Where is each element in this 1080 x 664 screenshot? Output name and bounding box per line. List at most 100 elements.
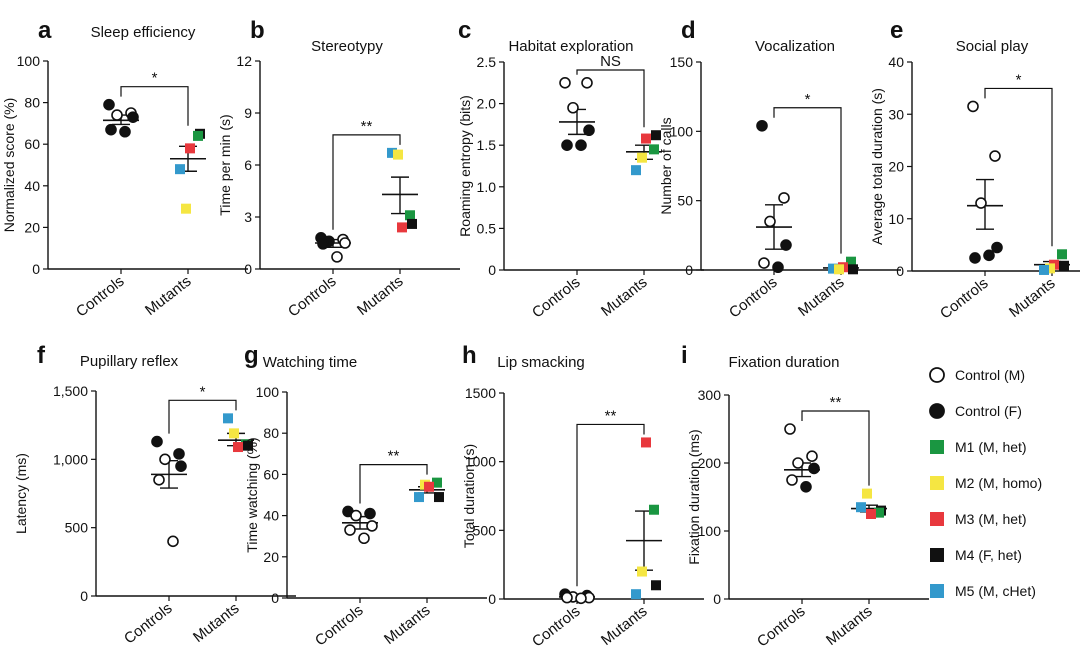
control-male-point (975, 197, 987, 209)
legend-marker (929, 367, 945, 383)
y-tick-label: 80 (24, 95, 40, 111)
panel-letter: g (244, 342, 259, 369)
mutant-m1-point (846, 256, 856, 267)
x-tick-label: Controls (285, 273, 339, 321)
control-male-point (792, 457, 804, 469)
mutant-m5-point (175, 164, 185, 175)
y-axis-label: Time per min (s) (217, 114, 233, 215)
mutant-m4-point (1059, 260, 1069, 271)
control-male-point (111, 109, 123, 121)
legend-label: M2 (M, homo) (955, 475, 1042, 491)
control-female-point (756, 119, 768, 132)
panel-title: Sleep efficiency (91, 24, 196, 41)
mutant-m2-point (834, 264, 844, 275)
panel-title: Habitat exploration (508, 38, 633, 55)
y-tick-label: 20 (24, 219, 40, 235)
y-tick-label: 0 (32, 261, 40, 277)
y-tick-label: 12 (236, 53, 252, 69)
y-axis-label: Roaming entropy (bits) (457, 95, 473, 237)
significance-label: ** (388, 448, 400, 465)
mutant-m1-point (432, 477, 442, 488)
x-tick-label: Controls (754, 603, 808, 651)
significance-bracket (773, 107, 842, 254)
control-male-point (561, 591, 573, 604)
x-tick-label: Mutants (381, 602, 434, 648)
panel-letter: a (38, 17, 52, 44)
control-female-point (103, 98, 115, 111)
mutant-m4-point (434, 492, 444, 503)
panel-h: h Lip smacking 0 500 1000 1500 Total duration … (461, 342, 704, 651)
y-axis-label: Total duration (s) (461, 444, 477, 548)
significance-bracket (576, 423, 645, 587)
y-tick-label: 0 (713, 591, 721, 607)
significance-label: ** (830, 394, 842, 411)
legend-marker (929, 403, 945, 419)
panel-g: g Watching time 0 20 40 60 80 100 Time watching … (244, 342, 487, 650)
y-tick-label: 10 (888, 211, 904, 227)
control-male-point (366, 520, 378, 532)
mutant-m4-point (651, 130, 661, 141)
y-tick-label: 1500 (465, 385, 496, 401)
y-tick-label: 150 (670, 54, 694, 70)
control-female-point (175, 460, 187, 472)
legend-marker (930, 548, 944, 562)
control-male-point (153, 474, 165, 486)
mutant-m4-point (651, 580, 661, 591)
control-male-point (989, 150, 1001, 162)
legend-label: M1 (M, het) (955, 439, 1027, 455)
panel-i: i Fixation duration 0 100 200 300 Fixation dur… (681, 342, 929, 651)
y-axis-label: Latency (ms) (13, 453, 29, 534)
control-male-point (358, 532, 370, 545)
panel-title: Social play (956, 38, 1029, 55)
significance-bracket (120, 86, 189, 126)
y-axis-label: Normalized score (%) (1, 98, 17, 233)
mutant-m3-point (641, 437, 651, 448)
mutant-m5-point (1039, 264, 1049, 275)
y-tick-label: 300 (698, 387, 722, 403)
y-tick-label: 40 (888, 54, 904, 70)
significance-bracket (359, 464, 428, 504)
control-male-point (806, 450, 818, 463)
mutant-m4-point (243, 440, 253, 451)
control-female-point (364, 507, 376, 520)
mutant-m5-point (631, 165, 641, 176)
x-tick-label: Mutants (598, 274, 651, 320)
y-tick-label: 40 (263, 508, 279, 524)
mutant-m2-point (637, 566, 647, 577)
significance-label: ** (361, 118, 373, 135)
control-female-point (983, 249, 995, 262)
panel-letter: c (458, 17, 471, 44)
mutant-m3-point (233, 442, 243, 453)
mutant-m4-point (407, 218, 417, 229)
y-tick-label: 1,000 (53, 451, 88, 467)
legend-marker (930, 440, 944, 454)
significance-label: * (200, 383, 206, 400)
y-tick-label: 2.0 (477, 96, 497, 112)
y-tick-label: 0 (488, 591, 496, 607)
mutant-m3-point (185, 143, 195, 154)
mutant-m2-point (393, 149, 403, 160)
y-tick-label: 0.5 (477, 220, 497, 236)
y-tick-label: 0 (896, 263, 904, 279)
control-male-point (339, 237, 351, 249)
control-male-point (344, 524, 356, 536)
mutant-m5-point (387, 147, 397, 158)
mutant-m1-point (405, 210, 415, 221)
y-tick-label: 1000 (465, 454, 496, 470)
panel-title: Lip smacking (497, 354, 585, 371)
legend-marker (930, 476, 944, 490)
x-tick-label: Controls (937, 275, 991, 323)
control-female-point (317, 238, 329, 250)
y-tick-label: 500 (65, 520, 89, 536)
control-male-point (758, 257, 770, 269)
legend-label: Control (F) (955, 403, 1022, 419)
x-tick-label: Controls (121, 600, 175, 648)
y-axis-label: Fixation duration (ms) (686, 429, 702, 564)
legend-label: M5 (M, cHet) (955, 583, 1036, 599)
panel-letter: e (890, 17, 903, 44)
significance-bracket (576, 69, 645, 128)
y-tick-label: 1.0 (477, 179, 497, 195)
control-female-point (991, 241, 1003, 254)
mutant-m3-point (866, 509, 876, 519)
